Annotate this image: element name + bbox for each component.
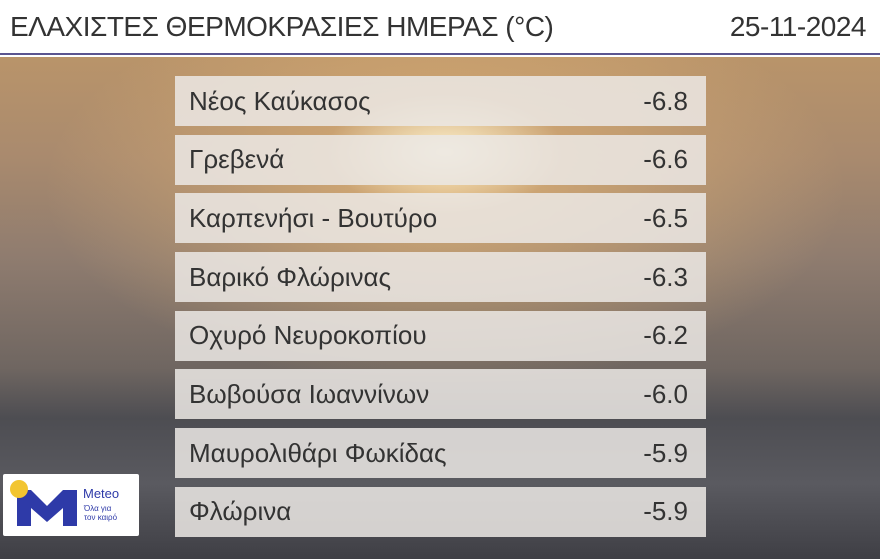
- temperature: -5.9: [643, 437, 688, 468]
- station-name: Φλώρινα: [189, 496, 292, 527]
- temperature: -6.8: [643, 85, 688, 116]
- temperature: -5.9: [643, 496, 688, 527]
- table-row: Καρπενήσι - Βουτύρο -6.5: [175, 193, 706, 244]
- table-row: Μαυρολιθάρι Φωκίδας -5.9: [175, 428, 706, 479]
- table-row: Γρεβενά -6.6: [175, 134, 706, 185]
- logo-slogan: Όλα για τον καιρό: [84, 504, 118, 522]
- meteo-logo: Meteo Όλα για τον καιρό: [3, 474, 139, 536]
- m-logo-icon: [17, 490, 77, 526]
- temperature: -6.5: [643, 202, 688, 233]
- table-row: Φλώρινα -5.9: [175, 486, 706, 537]
- date: 25-11-2024: [729, 10, 867, 42]
- station-name: Νέος Καύκασος: [189, 85, 371, 116]
- table-row: Βαρικό Φλώρινας -6.3: [175, 252, 706, 303]
- table-row: Οχυρό Νευροκοπίου -6.2: [175, 310, 706, 361]
- temperature: -6.0: [643, 378, 688, 409]
- sun-icon: [10, 480, 28, 498]
- station-name: Καρπενήσι - Βουτύρο: [189, 202, 438, 233]
- temperature: -6.3: [643, 261, 688, 292]
- table-row: Βωβούσα Ιωαννίνων -6.0: [175, 369, 706, 420]
- page-title: ΕΛΑΧΙΣΤΕΣ ΘΕΡΜΟΚΡΑΣΙΕΣ ΗΜΕΡΑΣ (°C): [10, 10, 554, 42]
- temperature: -6.6: [643, 144, 688, 175]
- station-name: Βωβούσα Ιωαννίνων: [189, 378, 430, 409]
- temperature-table: Νέος Καύκασος -6.8 Γρεβενά -6.6 Καρπενήσι …: [175, 76, 706, 546]
- logo-name: Meteo: [83, 486, 120, 501]
- header: ΕΛΑΧΙΣΤΕΣ ΘΕΡΜΟΚΡΑΣΙΕΣ ΗΜΕΡΑΣ (°C) 25-11…: [0, 0, 880, 55]
- table-row: Νέος Καύκασος -6.8: [175, 76, 706, 126]
- station-name: Οχυρό Νευροκοπίου: [189, 320, 427, 351]
- temperature: -6.2: [643, 320, 688, 351]
- station-name: Βαρικό Φλώρινας: [189, 261, 392, 292]
- station-name: Γρεβενά: [189, 144, 285, 175]
- station-name: Μαυρολιθάρι Φωκίδας: [189, 437, 447, 468]
